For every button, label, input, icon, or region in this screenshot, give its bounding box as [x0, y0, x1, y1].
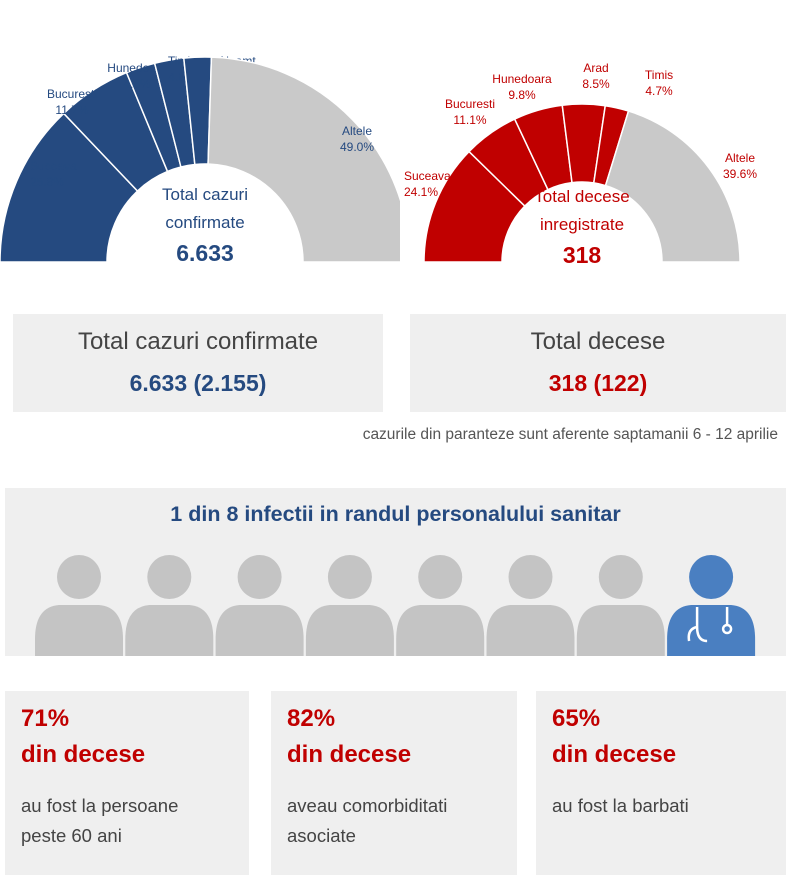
health-workers-panel: 1 din 8 infectii in randul personalului …: [5, 488, 786, 656]
cases-center-title-line-1: Total cazuri: [162, 185, 248, 204]
deaths-summary-title: Total decese: [530, 328, 666, 355]
cases-label-altele: Altele: [342, 124, 372, 138]
stat-comorbidities-percent: 82%: [287, 705, 336, 732]
cases-value-bucuresti: 11.7%: [55, 103, 88, 117]
stat-card-comorbidities: 82% din decese aveau comorbiditati asoci…: [271, 691, 517, 875]
stat-age-percent: 71%: [21, 705, 70, 732]
deaths-value-bucuresti: 11.1%: [453, 113, 486, 127]
deaths-center-title-line-1: Total decese: [534, 187, 629, 206]
cases-label-suceava: Suceava: [30, 159, 77, 173]
stat-men-percent: 65%: [552, 705, 601, 732]
stat-age-headline: din decese: [21, 741, 146, 768]
cases-gauge-chart: Suceava 25.8% Bucuresti 11.7% Hunedoara 4.6% T…: [0, 54, 400, 266]
deaths-label-altele: Altele: [725, 151, 755, 165]
deaths-value-timis: 4.7%: [645, 84, 673, 98]
stat-men-headline: din decese: [552, 741, 677, 768]
stat-comorbidities-headline: din decese: [287, 741, 412, 768]
deaths-label-hunedoara: Hunedoara: [492, 72, 552, 86]
cases-center-total: 6.633: [176, 240, 234, 266]
deaths-value-altele: 39.6%: [723, 167, 757, 181]
deaths-label-bucuresti: Bucuresti: [445, 97, 495, 111]
period-note: cazurile din paranteze sunt aferente sap…: [362, 426, 778, 443]
cases-summary-value: 6.633 (2.155): [129, 370, 267, 396]
person-icon: [125, 555, 214, 656]
person-icon: [486, 555, 575, 656]
deaths-segment-altele: [604, 110, 741, 263]
deaths-center-total: 318: [563, 242, 602, 268]
deaths-gauge-chart: Suceava 24.1% Bucuresti 11.1% Hunedoara 9.8% A…: [404, 61, 757, 268]
deaths-center-title-line-2: inregistrate: [540, 215, 624, 234]
cases-label-bucuresti: Bucuresti: [47, 87, 97, 101]
deaths-value-suceava: 24.1%: [404, 185, 438, 199]
stat-card-age: 71% din decese au fost la persoane peste…: [5, 691, 249, 875]
person-icon: [215, 555, 304, 656]
deaths-summary-card: Total decese 318 (122): [410, 314, 786, 412]
cases-center-title-line-2: confirmate: [165, 213, 244, 232]
deaths-summary-value: 318 (122): [548, 370, 648, 396]
cases-value-hunedoara: 4.6%: [123, 77, 151, 91]
deaths-label-arad: Arad: [583, 61, 608, 75]
deaths-value-arad: 8.5%: [582, 77, 610, 91]
medic-person-icon: [667, 555, 756, 656]
cases-segment-altele: [207, 56, 400, 263]
stat-age-description: au fost la persoane peste 60 ani: [21, 795, 179, 846]
deaths-label-suceava: Suceava: [404, 169, 451, 183]
cases-summary-title: Total cazuri confirmate: [77, 328, 319, 355]
stat-men-description: au fost la barbati: [552, 795, 689, 816]
cases-value-altele: 49.0%: [340, 140, 374, 154]
person-icon: [305, 555, 394, 656]
cases-value-suceava: 25.8%: [30, 175, 64, 189]
deaths-label-timis: Timis: [645, 68, 673, 82]
people-pictogram-row: [35, 555, 756, 656]
health-workers-headline: 1 din 8 infectii in randul personalului …: [170, 502, 621, 526]
deaths-value-hunedoara: 9.8%: [508, 88, 536, 102]
person-icon: [396, 555, 485, 656]
cases-label-hunedoara: Hunedoara: [107, 61, 167, 75]
person-icon: [576, 555, 665, 656]
cases-summary-card: Total cazuri confirmate 6.633 (2.155): [13, 314, 383, 412]
stat-card-men: 65% din decese au fost la barbati: [536, 691, 786, 875]
person-icon: [35, 555, 123, 656]
stat-comorbidities-description: aveau comorbiditati asociate: [287, 795, 448, 846]
